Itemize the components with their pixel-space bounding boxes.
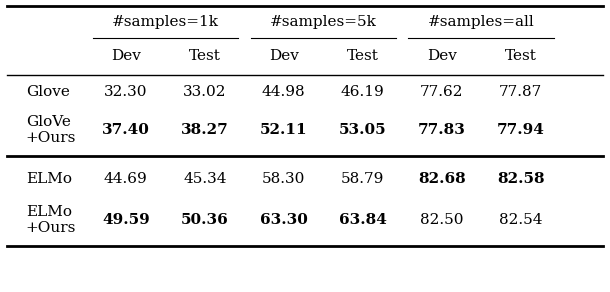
Text: 63.30: 63.30	[260, 213, 307, 227]
Text: 53.05: 53.05	[339, 123, 387, 137]
Text: Dev: Dev	[111, 49, 141, 63]
Text: 37.40: 37.40	[102, 123, 150, 137]
Text: 77.87: 77.87	[499, 86, 542, 100]
Text: ELMo
+Ours: ELMo +Ours	[26, 205, 76, 235]
Text: Glove: Glove	[26, 86, 70, 100]
Text: 77.83: 77.83	[418, 123, 465, 137]
Text: 52.11: 52.11	[260, 123, 307, 137]
Text: 45.34: 45.34	[183, 172, 226, 186]
Text: 82.50: 82.50	[420, 213, 464, 227]
Text: ELMo: ELMo	[26, 172, 72, 186]
Text: 63.84: 63.84	[339, 213, 387, 227]
Text: 46.19: 46.19	[341, 86, 384, 100]
Text: 44.98: 44.98	[262, 86, 306, 100]
Text: 77.94: 77.94	[497, 123, 545, 137]
Text: #samples=all: #samples=all	[428, 15, 534, 29]
Text: 58.30: 58.30	[262, 172, 306, 186]
Text: GloVe
+Ours: GloVe +Ours	[26, 115, 76, 145]
Text: Dev: Dev	[426, 49, 456, 63]
Text: 33.02: 33.02	[183, 86, 226, 100]
Text: 49.59: 49.59	[102, 213, 149, 227]
Text: Dev: Dev	[269, 49, 299, 63]
Text: Test: Test	[346, 49, 379, 63]
Text: 82.58: 82.58	[497, 172, 544, 186]
Text: 77.62: 77.62	[420, 86, 464, 100]
Text: #samples=5k: #samples=5k	[270, 15, 376, 29]
Text: 50.36: 50.36	[181, 213, 229, 227]
Text: #samples=1k: #samples=1k	[112, 15, 219, 29]
Text: 38.27: 38.27	[181, 123, 229, 137]
Text: Test: Test	[189, 49, 221, 63]
Text: 58.79: 58.79	[341, 172, 384, 186]
Text: 44.69: 44.69	[104, 172, 148, 186]
Text: Test: Test	[504, 49, 537, 63]
Text: 32.30: 32.30	[104, 86, 148, 100]
Text: 82.68: 82.68	[418, 172, 465, 186]
Text: 82.54: 82.54	[499, 213, 542, 227]
